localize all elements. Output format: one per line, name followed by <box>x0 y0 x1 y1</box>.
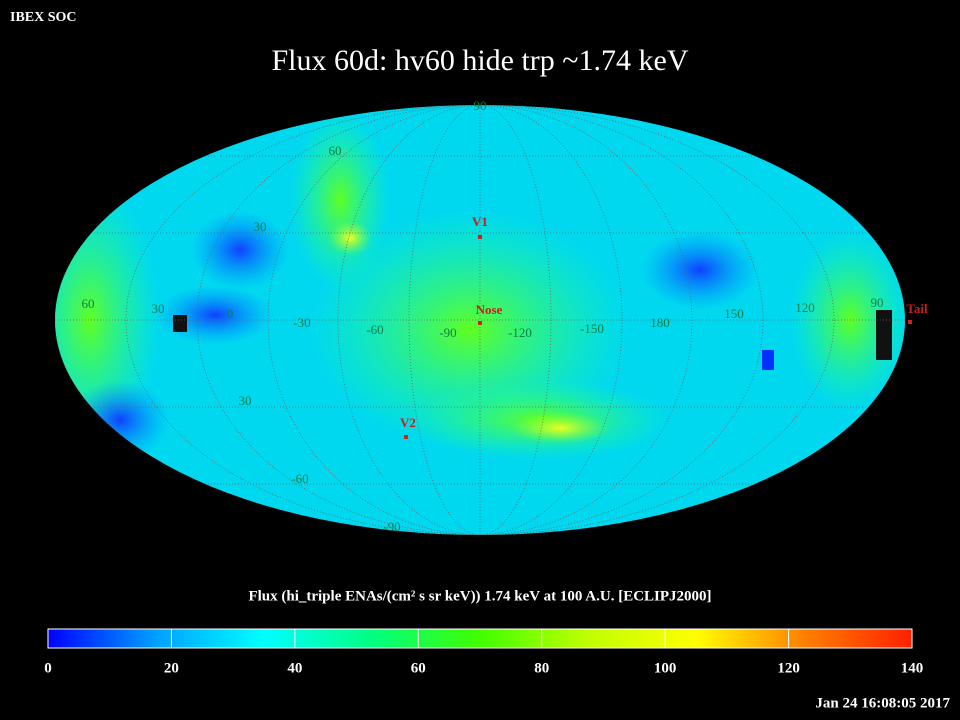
longitude-label: 150 <box>724 306 744 321</box>
longitude-label: -150 <box>580 321 604 336</box>
latitude-label: 90 <box>474 98 487 113</box>
longitude-label: 30 <box>152 301 165 316</box>
timestamp: Jan 24 16:08:05 2017 <box>815 695 950 711</box>
latitude-label: 30 <box>239 393 252 408</box>
latitude-label: -60 <box>291 471 308 486</box>
marker-label: Nose <box>476 302 503 317</box>
longitude-label: 90 <box>871 295 884 310</box>
colorbar-tick-label: 140 <box>901 660 924 676</box>
longitude-label: 180 <box>650 315 670 330</box>
colorbar-tick-label: 40 <box>287 660 302 676</box>
org-label: IBEX SOC <box>10 10 77 25</box>
longitude-label: 0 <box>227 306 234 321</box>
colorbar-tick-label: 0 <box>44 660 52 676</box>
latitude-label: -90 <box>383 519 400 534</box>
latitude-label: 30 <box>254 219 267 234</box>
colorbar <box>47 628 913 649</box>
colorbar-tick-label: 80 <box>534 660 549 676</box>
longitude-label: -60 <box>366 322 383 337</box>
marker-dot <box>478 235 482 239</box>
title: Flux 60d: hv60 hide trp ~1.74 keV <box>271 44 688 77</box>
longitude-label: 60 <box>82 296 95 311</box>
longitude-label: 120 <box>795 300 815 315</box>
marker-dot <box>404 435 408 439</box>
sky-map <box>55 105 905 535</box>
latitude-label: 60 <box>329 143 342 158</box>
marker-label: V1 <box>472 214 488 229</box>
marker-dot <box>908 320 912 324</box>
marker-label: V2 <box>400 415 416 430</box>
marker-label: Tail <box>906 301 928 316</box>
colorbar-tick-label: 100 <box>654 660 677 676</box>
colorbar-title: Flux (hi_triple ENAs/(cm² s sr keV)) 1.7… <box>248 588 711 604</box>
longitude-label: -90 <box>439 325 456 340</box>
colorbar-tick-label: 120 <box>777 660 800 676</box>
marker-dot <box>478 321 482 325</box>
colorbar-tick-label: 20 <box>164 660 179 676</box>
longitude-label: -120 <box>508 325 532 340</box>
colorbar-tick-label: 60 <box>411 660 426 676</box>
longitude-label: -30 <box>293 315 310 330</box>
